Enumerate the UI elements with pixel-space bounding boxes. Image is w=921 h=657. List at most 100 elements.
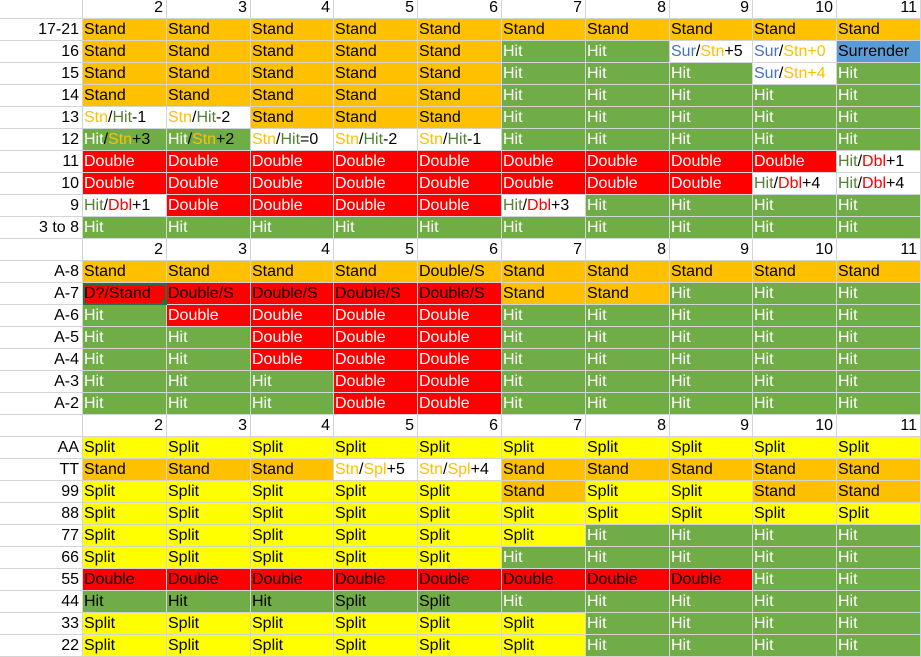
strategy-cell[interactable]: Split xyxy=(251,481,334,503)
strategy-cell[interactable]: Hit xyxy=(502,305,586,327)
strategy-cell[interactable]: Hit xyxy=(670,371,753,393)
strategy-cell[interactable]: Double xyxy=(334,195,418,217)
strategy-cell[interactable]: Stand xyxy=(334,85,418,107)
strategy-cell[interactable]: Double xyxy=(167,305,251,327)
strategy-cell[interactable]: Hit xyxy=(502,327,586,349)
strategy-cell[interactable]: D?/Stand xyxy=(83,283,167,305)
strategy-cell[interactable]: Hit/Dbl+1 xyxy=(837,151,921,173)
strategy-cell[interactable]: Split xyxy=(167,525,251,547)
hand-label[interactable]: 13 xyxy=(0,107,83,129)
strategy-cell[interactable]: Split xyxy=(502,503,586,525)
hand-label[interactable]: A-6 xyxy=(0,305,83,327)
strategy-cell[interactable]: Hit xyxy=(753,547,837,569)
dealer-card-header[interactable]: 11 xyxy=(837,0,921,19)
strategy-cell[interactable]: Split xyxy=(251,437,334,459)
strategy-cell[interactable]: Stand xyxy=(502,283,586,305)
strategy-cell[interactable]: Double/S xyxy=(418,261,502,283)
strategy-cell[interactable]: Split xyxy=(83,437,167,459)
strategy-cell[interactable]: Stand xyxy=(502,481,586,503)
strategy-cell[interactable]: Hit xyxy=(837,349,921,371)
strategy-cell[interactable]: Stand xyxy=(334,63,418,85)
strategy-cell[interactable]: Hit xyxy=(251,591,334,613)
strategy-cell[interactable]: Hit/Stn+3 xyxy=(83,129,167,151)
strategy-cell[interactable]: Hit xyxy=(586,63,670,85)
strategy-cell[interactable]: Sur/Stn+5 xyxy=(670,41,753,63)
dealer-card-header[interactable]: 10 xyxy=(753,239,837,261)
strategy-cell[interactable]: Split xyxy=(334,525,418,547)
strategy-cell[interactable]: Hit xyxy=(670,635,753,657)
strategy-cell[interactable]: Split xyxy=(334,635,418,657)
strategy-cell[interactable]: Split xyxy=(251,635,334,657)
strategy-cell[interactable]: Split xyxy=(334,547,418,569)
strategy-cell[interactable]: Stand xyxy=(83,63,167,85)
dealer-card-header[interactable]: 2 xyxy=(83,239,167,261)
strategy-cell[interactable]: Split xyxy=(83,525,167,547)
strategy-cell[interactable]: Stand xyxy=(251,107,334,129)
strategy-cell[interactable]: Double xyxy=(251,151,334,173)
strategy-cell[interactable]: Hit xyxy=(837,217,921,239)
strategy-cell[interactable]: Stand xyxy=(167,85,251,107)
strategy-cell[interactable]: Split xyxy=(753,437,837,459)
strategy-cell[interactable]: Double/S xyxy=(251,283,334,305)
hand-label[interactable]: 77 xyxy=(0,525,83,547)
strategy-cell[interactable]: Stand xyxy=(418,41,502,63)
strategy-cell[interactable]: Double xyxy=(251,305,334,327)
strategy-cell[interactable]: Double/S xyxy=(334,283,418,305)
strategy-cell[interactable]: Hit xyxy=(502,371,586,393)
strategy-cell[interactable]: Hit xyxy=(502,349,586,371)
hand-label[interactable]: 10 xyxy=(0,173,83,195)
strategy-cell[interactable]: Stn/Spl+5 xyxy=(334,459,418,481)
strategy-cell[interactable]: Hit xyxy=(83,393,167,415)
strategy-cell[interactable]: Stand xyxy=(502,261,586,283)
strategy-cell[interactable]: Hit/Dbl+1 xyxy=(83,195,167,217)
strategy-cell[interactable]: Hit xyxy=(670,547,753,569)
dealer-card-header[interactable]: 9 xyxy=(670,415,753,437)
strategy-cell[interactable]: Hit xyxy=(670,327,753,349)
strategy-cell[interactable]: Stand xyxy=(83,261,167,283)
strategy-cell[interactable]: Double xyxy=(418,393,502,415)
strategy-cell[interactable]: Stand xyxy=(753,481,837,503)
strategy-cell[interactable]: Stn/Hit-1 xyxy=(418,129,502,151)
hand-label[interactable]: 99 xyxy=(0,481,83,503)
strategy-cell[interactable]: Stand xyxy=(753,459,837,481)
strategy-cell[interactable]: Stand xyxy=(502,459,586,481)
strategy-cell[interactable]: Split xyxy=(334,503,418,525)
strategy-cell[interactable]: Stand xyxy=(83,459,167,481)
strategy-cell[interactable]: Split xyxy=(251,547,334,569)
dealer-card-header[interactable]: 10 xyxy=(753,415,837,437)
strategy-cell[interactable]: Split xyxy=(670,503,753,525)
strategy-cell[interactable]: Hit xyxy=(83,305,167,327)
dealer-card-header[interactable]: 9 xyxy=(670,0,753,19)
strategy-cell[interactable]: Split xyxy=(837,437,921,459)
strategy-cell[interactable]: Hit xyxy=(586,107,670,129)
strategy-cell[interactable]: Double xyxy=(670,151,753,173)
hand-label[interactable]: AA xyxy=(0,437,83,459)
strategy-cell[interactable]: Double xyxy=(586,151,670,173)
hand-label[interactable]: A-2 xyxy=(0,393,83,415)
strategy-cell[interactable]: Hit xyxy=(586,635,670,657)
hand-label[interactable]: 22 xyxy=(0,635,83,657)
dealer-card-header[interactable]: 2 xyxy=(83,0,167,19)
strategy-cell[interactable]: Hit xyxy=(83,349,167,371)
strategy-cell[interactable]: Hit xyxy=(670,217,753,239)
strategy-cell[interactable]: Hit xyxy=(586,129,670,151)
strategy-cell[interactable]: Hit xyxy=(586,349,670,371)
hand-label[interactable]: 66 xyxy=(0,547,83,569)
dealer-card-header[interactable]: 9 xyxy=(670,239,753,261)
hand-label[interactable]: A-5 xyxy=(0,327,83,349)
strategy-cell[interactable]: Hit xyxy=(670,107,753,129)
strategy-cell[interactable]: Hit xyxy=(753,591,837,613)
strategy-cell[interactable]: Hit xyxy=(753,305,837,327)
strategy-cell[interactable]: Hit xyxy=(753,107,837,129)
strategy-cell[interactable]: Hit xyxy=(837,613,921,635)
strategy-cell[interactable]: Hit xyxy=(502,591,586,613)
strategy-cell[interactable]: Double xyxy=(167,151,251,173)
strategy-cell[interactable]: Split xyxy=(334,591,418,613)
strategy-cell[interactable]: Hit xyxy=(837,547,921,569)
strategy-cell[interactable]: Split xyxy=(837,503,921,525)
dealer-card-header[interactable]: 6 xyxy=(418,415,502,437)
strategy-cell[interactable]: Stand xyxy=(251,19,334,41)
strategy-cell[interactable]: Stand xyxy=(837,19,921,41)
strategy-cell[interactable]: Double/S xyxy=(167,283,251,305)
strategy-cell[interactable]: Stn/Hit-1 xyxy=(83,107,167,129)
